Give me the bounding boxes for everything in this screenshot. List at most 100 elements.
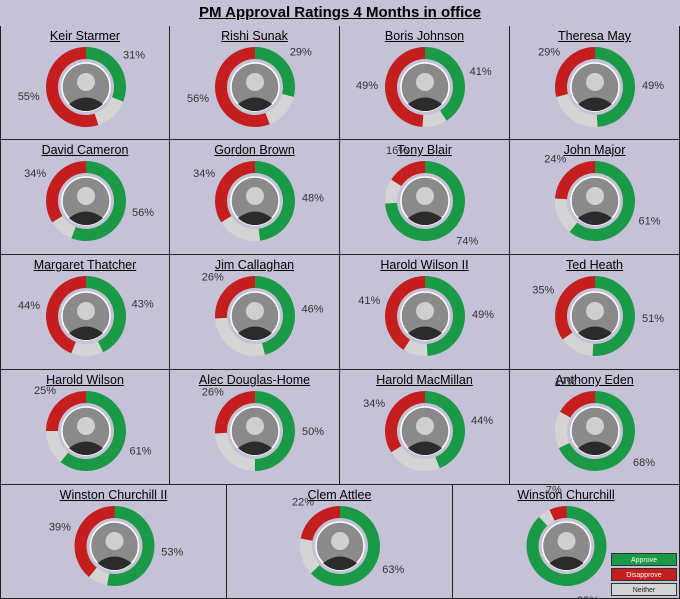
disapprove-segment [391, 161, 425, 186]
portrait-head [416, 73, 434, 91]
portrait-head [77, 73, 95, 91]
portrait-suit [578, 211, 612, 226]
donut-chart: 46% 26% [202, 271, 324, 356]
approve-label: 48% [302, 192, 324, 204]
approve-label: 49% [642, 80, 664, 92]
legend-item-disapprove: Disapprove [611, 568, 677, 581]
disapprove-segment [385, 47, 425, 127]
legend: Approve Disapprove Neither [611, 553, 677, 598]
approve-label: 63% [382, 564, 404, 576]
donut-cell: Gordon Brown 48% 34% [170, 140, 340, 255]
neither-segment [555, 411, 571, 449]
disapprove-label: 26% [202, 386, 224, 398]
disapprove-label: 29% [538, 46, 560, 58]
neither-segment [265, 93, 294, 125]
pm-name: John Major [563, 143, 626, 157]
disapprove-label: 35% [532, 285, 554, 297]
donut-chart: 48% 34% [193, 161, 324, 241]
approve-label: 74% [456, 236, 478, 248]
pm-name: Clem Attlee [307, 488, 372, 502]
pm-name: Tony Blair [397, 143, 452, 157]
portrait-head [557, 532, 576, 550]
donut-chart: 29% 56% [187, 46, 312, 127]
disapprove-segment [549, 506, 567, 521]
donut-cell: Clem Attlee 63% 22% [227, 485, 453, 599]
disapprove-label: 41% [358, 295, 380, 307]
portrait-suit [69, 211, 103, 226]
pm-name: Theresa May [558, 29, 631, 43]
donut-chart: 50% 26% [202, 386, 324, 471]
approve-segment [595, 47, 635, 127]
portrait-suit [408, 326, 442, 341]
portrait-suit [578, 326, 612, 341]
disapprove-segment [559, 391, 595, 418]
donut-cell: Margaret Thatcher 43% 44% [0, 255, 170, 370]
portrait-head [331, 532, 349, 550]
pm-name: Boris Johnson [384, 29, 465, 43]
neither-segment [562, 332, 594, 356]
neither-segment [71, 341, 104, 356]
approve-label: 43% [132, 298, 154, 310]
disapprove-label: 34% [24, 168, 46, 180]
donut-chart: 74% 16% [385, 145, 478, 248]
donut-cell: Harold Wilson 61% 25% [0, 370, 170, 485]
chart-title: PM Approval Ratings 4 Months in office [199, 4, 481, 21]
disapprove-segment [300, 506, 340, 541]
portrait-head [586, 417, 604, 435]
donut-cell: Boris Johnson 41% 49% [340, 26, 510, 140]
approve-label: 61% [130, 446, 152, 458]
approve-segment [592, 276, 636, 356]
legend-item-neither: Neither [611, 583, 677, 596]
disapprove-segment [215, 391, 255, 434]
disapprove-segment [46, 276, 86, 354]
donut-cell: Keir Starmer 31% 55% [0, 26, 170, 140]
disapprove-label: 39% [49, 521, 71, 533]
disapprove-segment [555, 47, 595, 97]
portrait-head [105, 532, 124, 550]
approve-segment [71, 161, 126, 241]
disapprove-segment [214, 161, 255, 223]
portrait-head [416, 187, 434, 205]
neither-segment [89, 567, 110, 586]
portrait-suit [238, 97, 272, 112]
portrait-head [77, 187, 95, 205]
approve-segment [255, 276, 296, 355]
portrait-suit [323, 556, 357, 571]
approve-segment [86, 47, 127, 102]
donut-cell: Rishi Sunak 29% 56% [170, 26, 340, 140]
donut-chart: 31% 55% [18, 47, 145, 127]
donut-cell: John Major 61% 24% [510, 140, 680, 255]
approve-segment [60, 391, 127, 471]
neither-segment [556, 93, 598, 127]
portrait-head [246, 302, 264, 320]
approve-segment [569, 161, 635, 241]
neither-segment [391, 446, 440, 471]
donut-cell: Ted Heath 51% 35% [510, 255, 680, 370]
portrait-head [416, 417, 434, 435]
legend-item-approve: Approve [611, 553, 677, 566]
neither-segment [539, 509, 555, 526]
portrait-head [586, 187, 604, 205]
donut-cell: Winston Churchill II 53% 39% [0, 485, 227, 599]
portrait-head [586, 73, 604, 91]
portrait-suit [408, 441, 442, 456]
disapprove-label: 24% [544, 154, 566, 166]
disapprove-label: 49% [356, 80, 378, 92]
portrait-suit [578, 97, 612, 112]
approve-label: 53% [161, 546, 183, 558]
portrait-suit [408, 97, 442, 112]
approve-segment [425, 391, 465, 469]
pm-name: Margaret Thatcher [33, 258, 137, 272]
portrait-head [586, 302, 604, 320]
approve-segment [86, 276, 126, 353]
donut-chart: 51% 35% [532, 276, 664, 356]
neither-segment [46, 431, 69, 462]
portrait-suit [97, 556, 132, 571]
neither-segment [215, 432, 255, 471]
disapprove-segment [46, 391, 86, 431]
portrait-suit [69, 97, 103, 112]
approve-label: 44% [471, 415, 493, 427]
donut-cell: Alec Douglas-Home 50% 26% [170, 370, 340, 485]
approve-label: 68% [633, 457, 655, 469]
